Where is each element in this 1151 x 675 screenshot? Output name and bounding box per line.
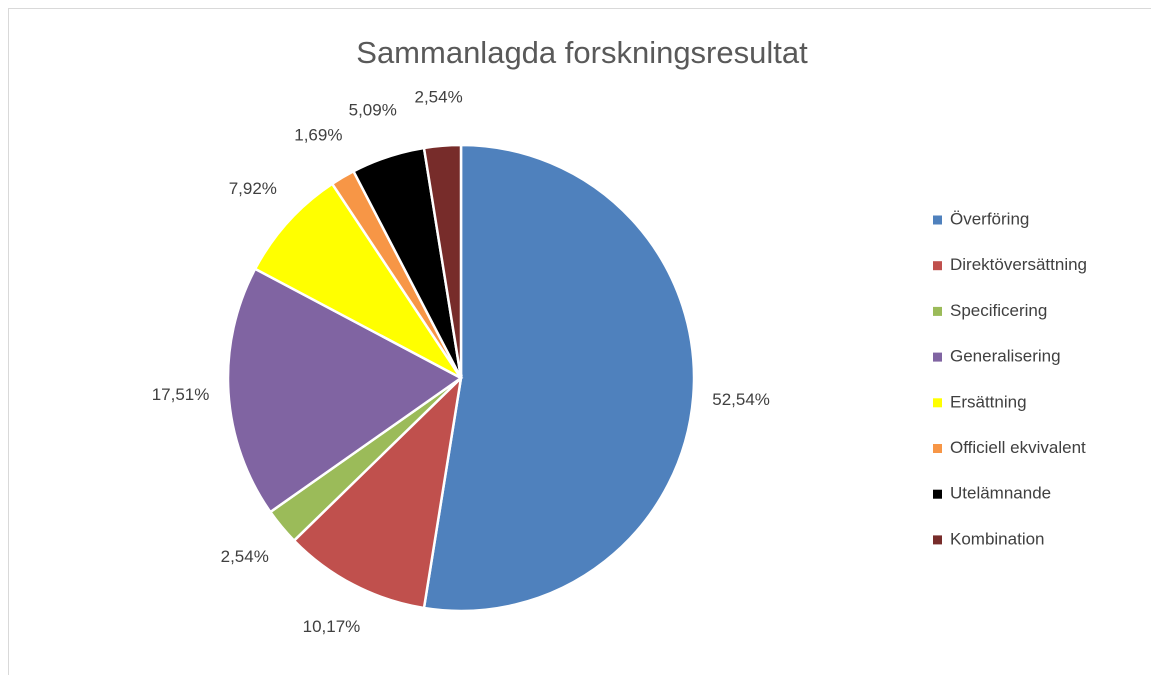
legend-marker	[933, 306, 942, 316]
legend-marker	[933, 398, 942, 408]
legend-label: Överföring	[950, 209, 1029, 228]
legend-label: Utelämnande	[950, 484, 1051, 503]
data-label: 17,51%	[152, 385, 210, 404]
pie-slice	[292, 374, 463, 610]
legend-label: Specificering	[950, 301, 1047, 320]
legend-marker	[933, 261, 942, 271]
pie-slice	[422, 143, 696, 613]
data-label: 7,92%	[229, 179, 277, 198]
pie-slice	[422, 143, 463, 379]
legend-label: Officiell ekvivalent	[950, 438, 1086, 457]
legend-marker	[933, 444, 942, 453]
data-label: 1,69%	[294, 125, 342, 144]
pie-slice	[253, 182, 463, 380]
legend-label: Direktöversättning	[950, 255, 1087, 274]
data-label: 5,09%	[349, 101, 397, 120]
legend-label: Ersättning	[950, 392, 1027, 411]
data-label: 52,54%	[712, 390, 770, 409]
data-label: 10,17%	[303, 617, 361, 636]
legend-marker	[933, 215, 942, 225]
legend-label: Generalisering	[950, 347, 1061, 366]
legend-marker	[933, 352, 942, 362]
data-label: 2,54%	[221, 547, 269, 566]
legend-label: Kombination	[950, 529, 1045, 548]
chart-title: Sammanlagda forskningsresultat	[356, 35, 808, 70]
legend-marker	[933, 535, 942, 545]
legend-marker	[933, 489, 942, 499]
pie-slice	[226, 267, 464, 514]
data-label: 2,54%	[414, 87, 462, 106]
